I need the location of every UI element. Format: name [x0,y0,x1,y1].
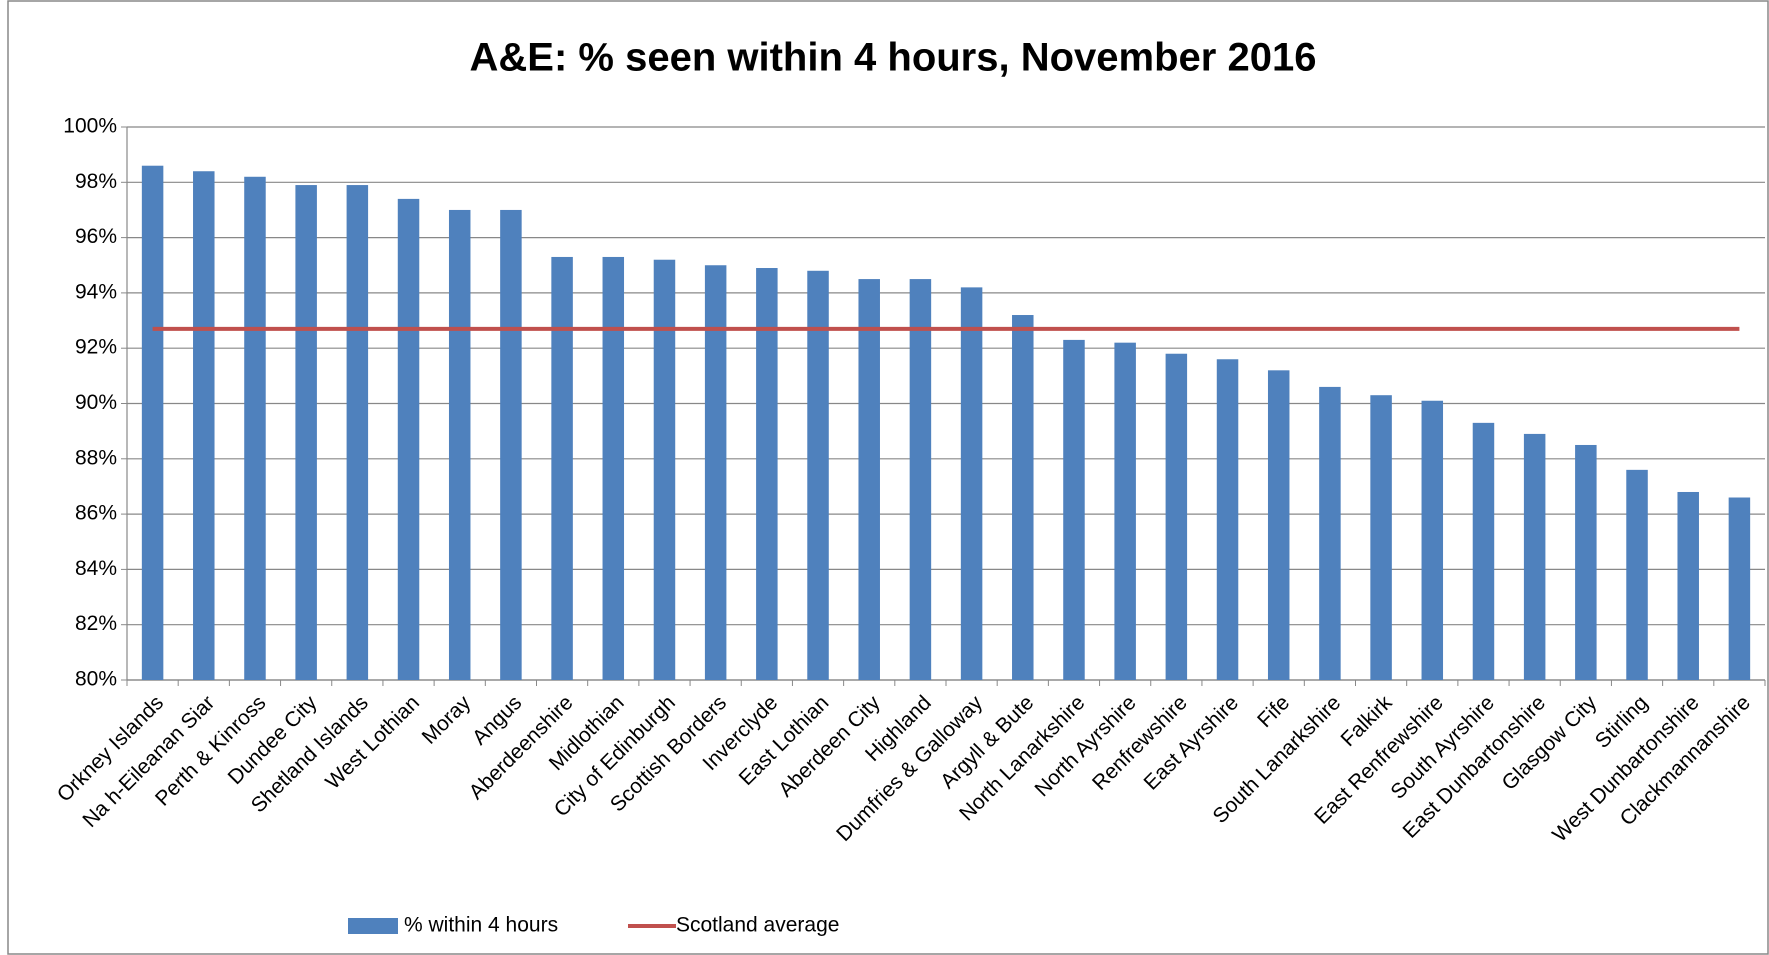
y-tick-label: 80% [75,668,117,691]
bar [1370,395,1392,680]
bar [500,209,522,680]
y-tick-label: 100% [63,115,117,138]
bar [602,256,625,680]
bar [1012,315,1034,680]
bar [1114,342,1136,680]
y-tick-label: 84% [75,557,117,580]
bar [653,259,676,680]
bar [1626,469,1648,680]
bar [756,268,778,680]
bar [448,209,471,680]
y-tick-label: 82% [75,612,117,635]
y-tick-label: 98% [75,170,117,193]
bar [1063,339,1085,680]
bar [1575,444,1597,680]
y-tick-label: 86% [75,502,117,525]
bar [1216,359,1239,680]
y-tick-label: 94% [75,280,117,303]
y-tick-label: 90% [75,391,117,414]
bar [397,198,420,680]
bar [807,270,829,680]
bar [858,279,880,680]
bar [141,165,164,680]
y-tick-label: 96% [75,225,117,248]
legend-label: % within 4 hours [404,914,558,937]
bar [244,176,266,680]
bar [1319,386,1341,680]
bar [193,171,215,681]
y-tick-label: 88% [75,446,117,469]
bar [704,265,727,680]
legend-label: Scotland average [676,914,839,937]
bar [1165,353,1188,680]
bar [295,185,317,680]
bar [960,287,983,680]
bar [1728,497,1751,680]
bar [1523,433,1546,680]
y-tick-label: 92% [75,336,117,359]
bar [1677,491,1699,680]
legend-swatch [348,918,398,934]
bar [909,279,932,680]
chart-frame [7,0,1769,955]
chart-title: A&E: % seen within 4 hours, November 201… [470,36,1317,80]
bar [1267,370,1290,680]
bar [1472,422,1495,680]
bar [551,256,573,680]
bar [346,185,369,680]
bar [1421,400,1444,680]
